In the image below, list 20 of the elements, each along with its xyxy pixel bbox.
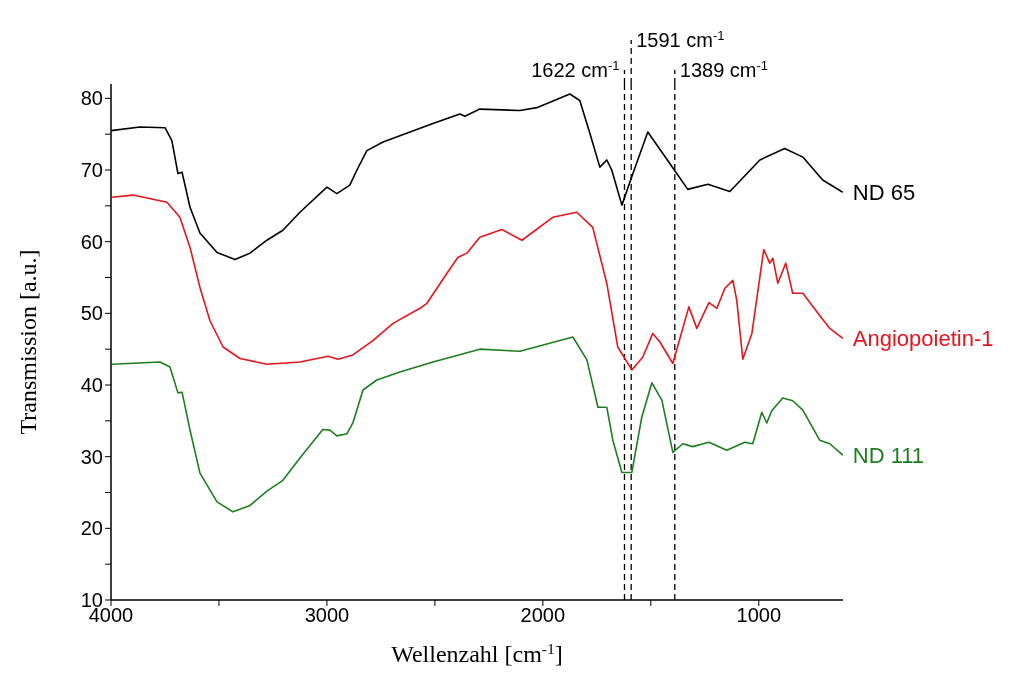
- series-label: Angiopoietin-1: [852, 326, 994, 352]
- y-tick-label: 70: [80, 159, 103, 182]
- y-tick-label: 50: [80, 302, 103, 325]
- ref-line-label: 1389 cm$^{-1}$: [679, 57, 769, 81]
- x-tick-label: 3000: [304, 604, 350, 627]
- ref-line-label: 1622 cm$^{-1}$: [531, 57, 620, 81]
- line-series: [111, 336, 843, 513]
- y-tick-label: 80: [80, 87, 103, 110]
- y-tick-label: 30: [80, 445, 103, 468]
- x-tick-label: 1000: [736, 604, 782, 627]
- series-label: ND 65: [852, 180, 916, 206]
- y-tick-label: 40: [80, 374, 103, 397]
- x-axis-title: Wellenzahl [cm$^{-1}$]: [391, 639, 563, 667]
- x-tick-label: 2000: [520, 604, 566, 627]
- y-axis-title: Transmission [a.u.]: [14, 249, 41, 435]
- y-tick-label: 60: [80, 230, 103, 253]
- line-series: [111, 194, 843, 371]
- ref-line-label: 1591 cm$^{-1}$: [636, 27, 725, 51]
- series-label: ND 111: [852, 443, 925, 469]
- y-tick-label: 20: [80, 517, 103, 540]
